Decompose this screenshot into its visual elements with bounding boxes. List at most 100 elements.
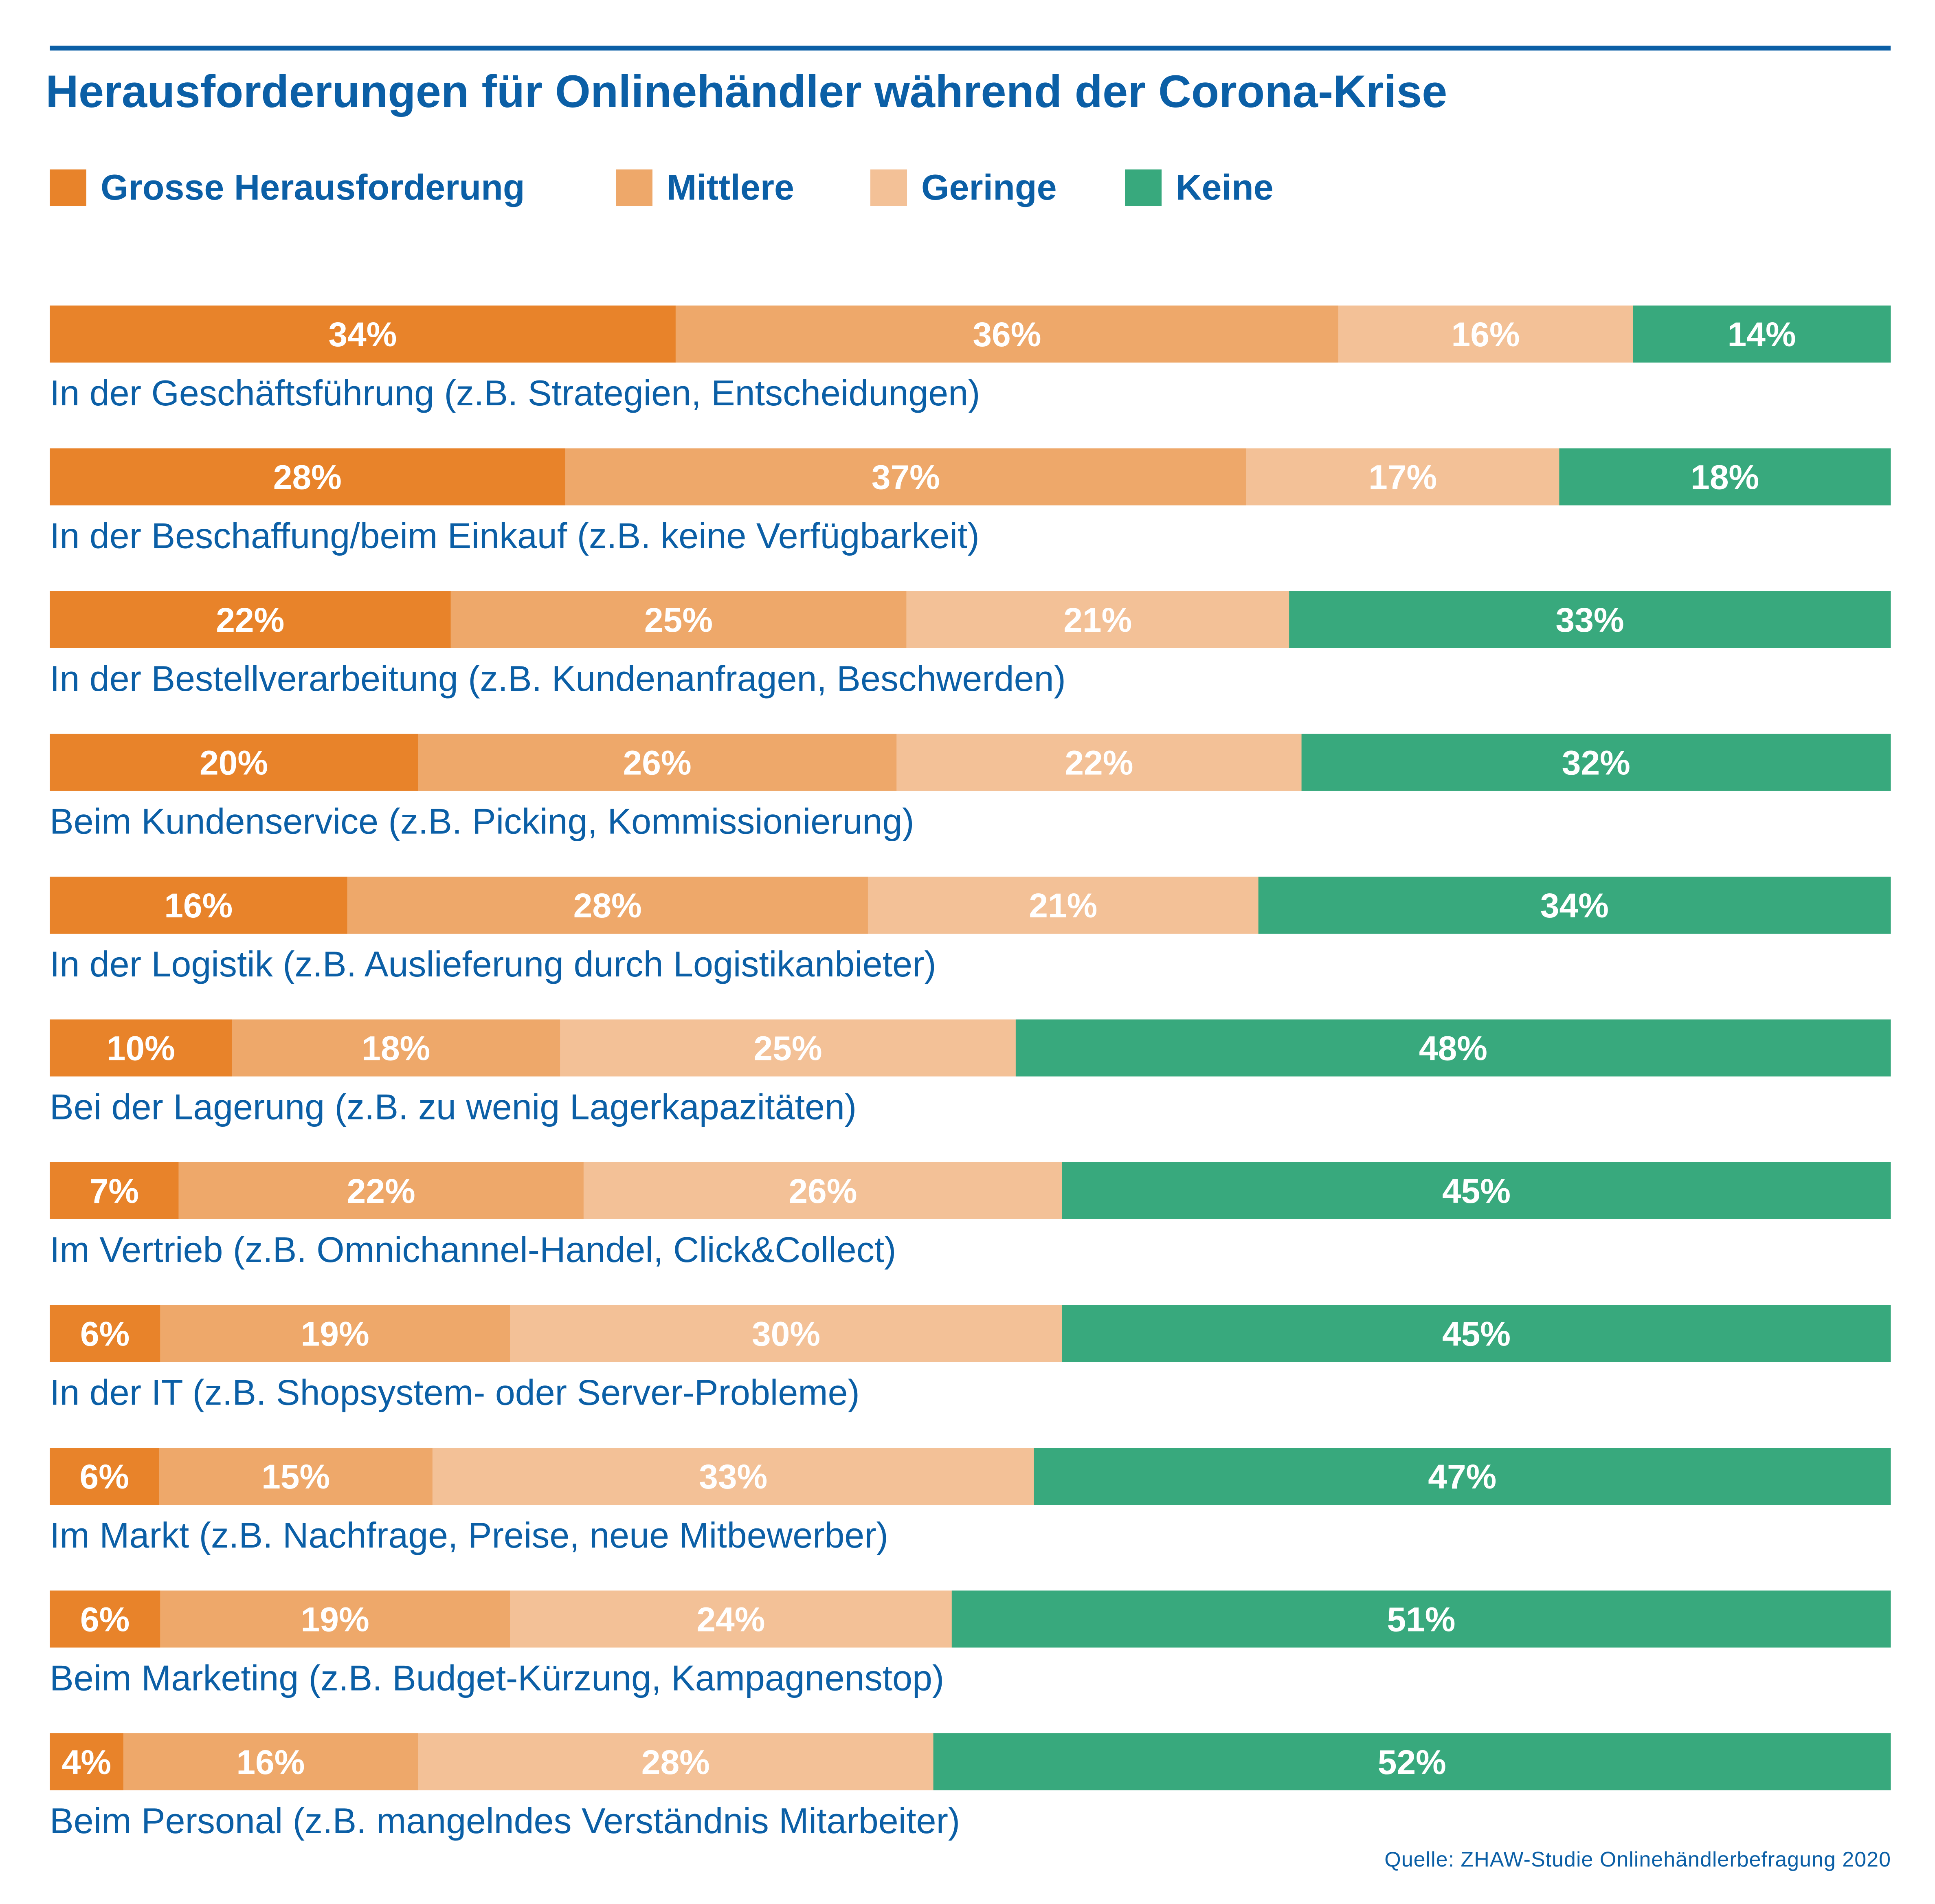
legend-label-keine: Keine (1176, 167, 1274, 207)
bar-segment (418, 734, 897, 791)
bar-segment (565, 448, 1247, 506)
data-label: 22% (216, 601, 284, 639)
data-label: 25% (644, 601, 713, 639)
category-label: Bei der Lagerung (z.B. zu wenig Lagerkap… (50, 1087, 857, 1127)
legend-label-mittlere: Mittlere (667, 167, 794, 207)
bar-segment (178, 1162, 584, 1219)
bar-segment (123, 1733, 418, 1790)
data-label: 51% (1387, 1601, 1455, 1639)
data-label: 36% (973, 315, 1041, 354)
legend-swatch-grosse (50, 169, 86, 206)
bar-segment (50, 1590, 160, 1648)
data-label: 7% (89, 1172, 138, 1210)
data-label: 30% (752, 1315, 820, 1353)
data-label: 45% (1442, 1172, 1511, 1210)
bar-segment (432, 1448, 1034, 1505)
data-label: 19% (301, 1315, 369, 1353)
data-label: 10% (107, 1029, 175, 1068)
bar-segment (50, 1733, 124, 1790)
bar-segment (933, 1733, 1891, 1790)
data-label: 18% (1691, 458, 1759, 497)
data-label: 34% (328, 315, 397, 354)
bar-segment (50, 591, 451, 648)
data-label: 18% (362, 1029, 430, 1068)
data-label: 34% (1540, 886, 1609, 925)
bar-segment (1338, 306, 1633, 363)
category-label: Beim Kundenservice (z.B. Picking, Kommis… (50, 801, 914, 842)
bar-segment (906, 591, 1289, 648)
category-label: Im Markt (z.B. Nachfrage, Preise, neue M… (50, 1515, 888, 1555)
bar-segment (1062, 1162, 1891, 1219)
data-label: 16% (236, 1743, 305, 1781)
category-label: In der IT (z.B. Shopsystem- oder Server-… (50, 1372, 860, 1413)
bar-segment (418, 1733, 934, 1790)
bar-segment (510, 1590, 952, 1648)
bar-segment (1633, 306, 1891, 363)
data-label: 52% (1378, 1743, 1446, 1781)
data-label: 6% (80, 1601, 130, 1639)
data-label: 22% (347, 1172, 415, 1210)
data-label: 6% (80, 1315, 130, 1353)
legend-swatch-geringe (870, 169, 907, 206)
data-label: 25% (753, 1029, 822, 1068)
category-label: Im Vertrieb (z.B. Omnichannel-Handel, Cl… (50, 1229, 896, 1270)
legend-label-grosse: Grosse Herausforderung (101, 167, 525, 207)
data-label: 45% (1442, 1315, 1511, 1353)
data-label: 24% (696, 1601, 765, 1639)
category-label: In der Logistik (z.B. Auslieferung durch… (50, 944, 936, 984)
data-label: 26% (788, 1172, 857, 1210)
data-label: 16% (164, 886, 233, 925)
category-label: In der Geschäftsführung (z.B. Strategien… (50, 373, 980, 413)
bar-segment (50, 1448, 160, 1505)
bar-segment (50, 1305, 160, 1362)
bar-segment (1246, 448, 1559, 506)
data-label: 19% (301, 1601, 369, 1639)
bar-segment (675, 306, 1339, 363)
category-label: Beim Marketing (z.B. Budget-Kürzung, Kam… (50, 1658, 944, 1698)
bar-segment (160, 1305, 510, 1362)
bar-segment (50, 877, 348, 934)
data-label: 47% (1428, 1458, 1496, 1496)
data-label: 21% (1063, 601, 1132, 639)
bar-segment (896, 734, 1302, 791)
data-label: 37% (872, 458, 940, 497)
data-label: 20% (200, 744, 268, 782)
bar-segment (50, 448, 566, 506)
bar-segment (347, 877, 868, 934)
bar-segment (951, 1590, 1891, 1648)
source-note: Quelle: ZHAW-Studie Onlinehändlerbefragu… (1384, 1848, 1891, 1871)
bar-segment (510, 1305, 1063, 1362)
data-label: 33% (1556, 601, 1624, 639)
data-label: 33% (699, 1458, 767, 1496)
bar-segment (1559, 448, 1891, 506)
bar-segment (1258, 877, 1891, 934)
data-label: 21% (1029, 886, 1097, 925)
data-label: 17% (1368, 458, 1437, 497)
bar-segment (583, 1162, 1063, 1219)
data-label: 22% (1065, 744, 1133, 782)
bar-segment (1289, 591, 1891, 648)
data-label: 28% (573, 886, 642, 925)
data-label: 28% (641, 1743, 710, 1781)
category-label: In der Bestellverarbeitung (z.B. Kundena… (50, 658, 1066, 699)
data-label: 16% (1452, 315, 1520, 354)
chart-title: Herausforderungen für Onlinehändler währ… (46, 66, 1447, 117)
bar-segment (1301, 734, 1891, 791)
bar-segment (50, 306, 676, 363)
bar-segment (159, 1448, 433, 1505)
bar-segment (868, 877, 1259, 934)
category-label: Beim Personal (z.B. mangelndes Verständn… (50, 1801, 960, 1841)
legend-label-geringe: Geringe (921, 167, 1057, 207)
bar-segment (50, 1162, 179, 1219)
data-label: 6% (80, 1458, 129, 1496)
legend-swatch-keine (1125, 169, 1162, 206)
data-label: 15% (261, 1458, 330, 1496)
bar-segment (1034, 1448, 1891, 1505)
data-label: 14% (1728, 315, 1796, 354)
bar-segment (50, 734, 418, 791)
data-label: 28% (273, 458, 342, 497)
bar-segment (560, 1019, 1016, 1077)
category-label: In der Beschaffung/beim Einkauf (z.B. ke… (50, 516, 980, 556)
bar-segment (1015, 1019, 1891, 1077)
